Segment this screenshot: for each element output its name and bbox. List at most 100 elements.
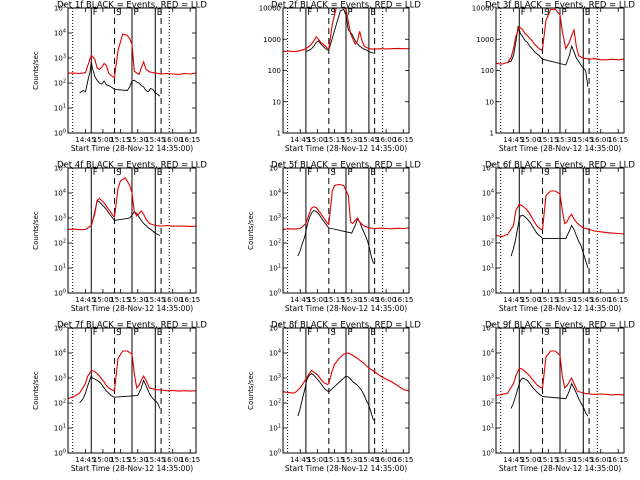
event-marker-label: F	[348, 168, 353, 178]
series-lld-line	[283, 352, 409, 394]
x-tick-label: 14:45	[503, 136, 523, 144]
x-tick-label: 15:15	[538, 456, 558, 464]
x-axis-label: Start Time (28-Nov-12 14:35:00)	[285, 464, 407, 473]
event-marker-label: E	[370, 8, 375, 18]
x-tick-label: 15:15	[538, 136, 558, 144]
x-tick-label: 15:45	[359, 456, 379, 464]
x-tick-label: 16:00	[376, 136, 396, 144]
event-marker-label: S	[330, 168, 335, 178]
x-tick-label: 15:45	[573, 296, 593, 304]
chart-title: Det 8f BLACK = Events, RED = LLD	[271, 321, 421, 331]
chart-title: Det 4f BLACK = Events, RED = LLD	[57, 161, 207, 171]
y-tick-label: 104	[54, 349, 66, 358]
series-events-line	[297, 209, 374, 264]
x-tick-label: 16:00	[376, 296, 396, 304]
series-lld-line	[283, 8, 409, 53]
chart-title: Det 7f BLACK = Events, RED = LLD	[57, 321, 207, 331]
y-tick-label: 10	[485, 98, 494, 106]
y-tick-label: 105	[482, 324, 494, 333]
x-tick-label: 15:00	[93, 456, 113, 464]
x-axis-label: Start Time (28-Nov-12 14:35:00)	[71, 464, 193, 473]
y-tick-label: 105	[54, 4, 66, 13]
plot-frame	[282, 327, 410, 454]
event-marker-label: E	[585, 8, 590, 18]
series-lld-line	[283, 183, 409, 230]
x-tick-label: 15:15	[324, 296, 344, 304]
y-tick-label: 105	[54, 164, 66, 173]
chart-title: Det 5f BLACK = Events, RED = LLD	[271, 161, 421, 171]
y-tick-label: 1	[277, 130, 281, 138]
y-tick-label: 100	[54, 289, 66, 298]
series-lld-line	[68, 177, 196, 231]
x-tick-label: 15:15	[324, 136, 344, 144]
x-axis-label: Start Time (28-Nov-12 14:35:00)	[285, 304, 407, 313]
series-lld-line	[496, 350, 624, 397]
y-tick-label: 102	[269, 399, 281, 408]
y-tick-label: 102	[54, 399, 66, 408]
event-marker-label: S	[116, 8, 121, 18]
event-marker-label: E	[157, 168, 162, 178]
y-tick-label: 105	[269, 164, 281, 173]
x-tick-label: 15:00	[307, 456, 327, 464]
x-tick-label: 16:00	[591, 296, 611, 304]
series-events-line	[510, 377, 589, 417]
x-axis-label: Start Time (28-Nov-12 14:35:00)	[499, 144, 621, 153]
y-axis-label: Counts/sec	[32, 51, 40, 90]
y-tick-label: 103	[269, 214, 281, 223]
plot-frame	[67, 7, 197, 134]
series-lld-line	[68, 33, 196, 78]
y-tick-label: 101	[482, 424, 494, 433]
x-tick-label: 14:45	[290, 456, 310, 464]
event-marker-label: S	[544, 8, 549, 18]
y-tick-label: 101	[269, 424, 281, 433]
x-tick-label: 15:30	[556, 296, 576, 304]
y-tick-label: 103	[54, 54, 66, 63]
event-marker-label: S	[330, 328, 335, 338]
x-tick-label: 16:00	[163, 456, 183, 464]
event-marker-label: F	[93, 8, 98, 18]
y-tick-label: 104	[482, 189, 494, 198]
x-tick-label: 15:15	[324, 456, 344, 464]
x-tick-label: 15:30	[128, 296, 148, 304]
y-axis-label: Counts/sec	[247, 211, 255, 250]
y-tick-label: 105	[269, 324, 281, 333]
y-tick-label: 101	[54, 264, 66, 273]
x-tick-label: 14:45	[290, 136, 310, 144]
x-tick-label: 16:00	[376, 456, 396, 464]
x-tick-label: 15:30	[128, 456, 148, 464]
event-marker-label: E	[370, 168, 375, 178]
x-tick-label: 15:00	[521, 296, 541, 304]
x-tick-label: 15:30	[342, 456, 362, 464]
y-tick-label: 100	[482, 449, 494, 458]
x-tick-label: 16:15	[608, 136, 628, 144]
series-lld-line	[68, 350, 196, 400]
event-marker-label: S	[544, 328, 549, 338]
chart-title: Det 6f BLACK = Events, RED = LLD	[485, 161, 635, 171]
x-tick-label: 15:00	[521, 456, 541, 464]
plot-frame	[495, 167, 625, 294]
x-tick-label: 16:00	[591, 456, 611, 464]
chart-title: Det 1f BLACK = Events, RED = LLD	[57, 1, 207, 11]
y-tick-label: 103	[482, 214, 494, 223]
x-tick-label: 15:45	[359, 136, 379, 144]
y-tick-label: 1	[490, 130, 494, 138]
y-tick-label: 101	[482, 264, 494, 273]
series-events-line	[510, 214, 589, 269]
x-tick-label: 15:00	[307, 296, 327, 304]
y-tick-label: 103	[54, 214, 66, 223]
event-marker-label: F	[134, 8, 139, 18]
event-marker-label: F	[307, 168, 312, 178]
series-events-line	[297, 373, 374, 421]
x-tick-label: 15:45	[145, 136, 165, 144]
y-tick-label: 101	[54, 104, 66, 113]
x-tick-label: 14:45	[75, 136, 95, 144]
series-lld-line	[496, 190, 624, 238]
event-marker-label: F	[562, 8, 567, 18]
